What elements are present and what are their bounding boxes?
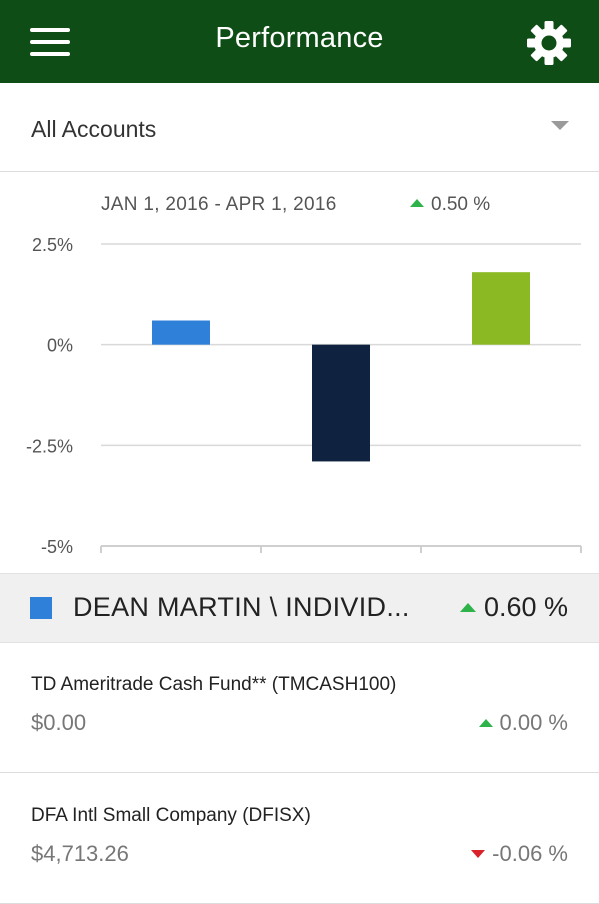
gear-icon[interactable] bbox=[526, 20, 572, 66]
y-tick-label: 2.5% bbox=[32, 235, 73, 255]
account-change: 0.60 % bbox=[459, 592, 568, 623]
page-title: Performance bbox=[215, 22, 384, 54]
holding-item[interactable]: DFA Intl Small Company (DFISX) $4,713.26… bbox=[0, 773, 599, 904]
holding-value: $4,713.26 bbox=[31, 841, 129, 866]
account-selector[interactable]: All Accounts bbox=[0, 83, 599, 172]
holding-change-value: -0.06 % bbox=[492, 841, 568, 866]
account-row[interactable]: DEAN MARTIN \ INDIVID... 0.60 % bbox=[0, 573, 599, 643]
bar bbox=[152, 320, 210, 345]
date-range: JAN 1, 2016 - APR 1, 2016 bbox=[101, 194, 337, 215]
bar bbox=[312, 344, 370, 462]
down-arrow-icon bbox=[471, 850, 486, 858]
holding-value: $0.00 bbox=[31, 710, 87, 735]
dropdown-caret-icon[interactable] bbox=[551, 121, 569, 130]
account-change-value: 0.60 % bbox=[483, 592, 568, 622]
account-name: DEAN MARTIN \ INDIVID... bbox=[73, 592, 410, 622]
holding-name: DFA Intl Small Company (DFISX) bbox=[31, 805, 311, 826]
account-selector-value: All Accounts bbox=[31, 116, 157, 142]
bar bbox=[472, 272, 530, 345]
up-arrow-icon bbox=[478, 719, 493, 727]
summary-change-value: 0.50 % bbox=[431, 194, 491, 215]
bar-chart: 2.5% 0% -2.5% -5% bbox=[26, 235, 582, 557]
holding-item[interactable]: TD Ameritrade Cash Fund** (TMCASH100) $0… bbox=[0, 642, 599, 773]
summary-change: 0.50 % bbox=[410, 194, 490, 216]
y-tick-label: -5% bbox=[41, 537, 73, 557]
hamburger-menu-icon[interactable] bbox=[30, 27, 70, 57]
up-arrow-icon bbox=[410, 199, 424, 207]
performance-summary: JAN 1, 2016 - APR 1, 2016 0.50 % bbox=[0, 190, 599, 220]
performance-chart: 2.5% 0% -2.5% -5% bbox=[0, 228, 599, 563]
y-tick-label: -2.5% bbox=[26, 436, 73, 456]
holding-change: -0.06 % bbox=[471, 841, 568, 867]
holding-name: TD Ameritrade Cash Fund** (TMCASH100) bbox=[31, 674, 397, 695]
holding-change-value: 0.00 % bbox=[499, 710, 569, 735]
holding-change: 0.00 % bbox=[478, 710, 569, 736]
app-header: Performance bbox=[0, 0, 599, 83]
up-arrow-icon bbox=[459, 603, 476, 612]
y-tick-label: 0% bbox=[47, 336, 73, 356]
account-color-swatch bbox=[30, 597, 52, 619]
